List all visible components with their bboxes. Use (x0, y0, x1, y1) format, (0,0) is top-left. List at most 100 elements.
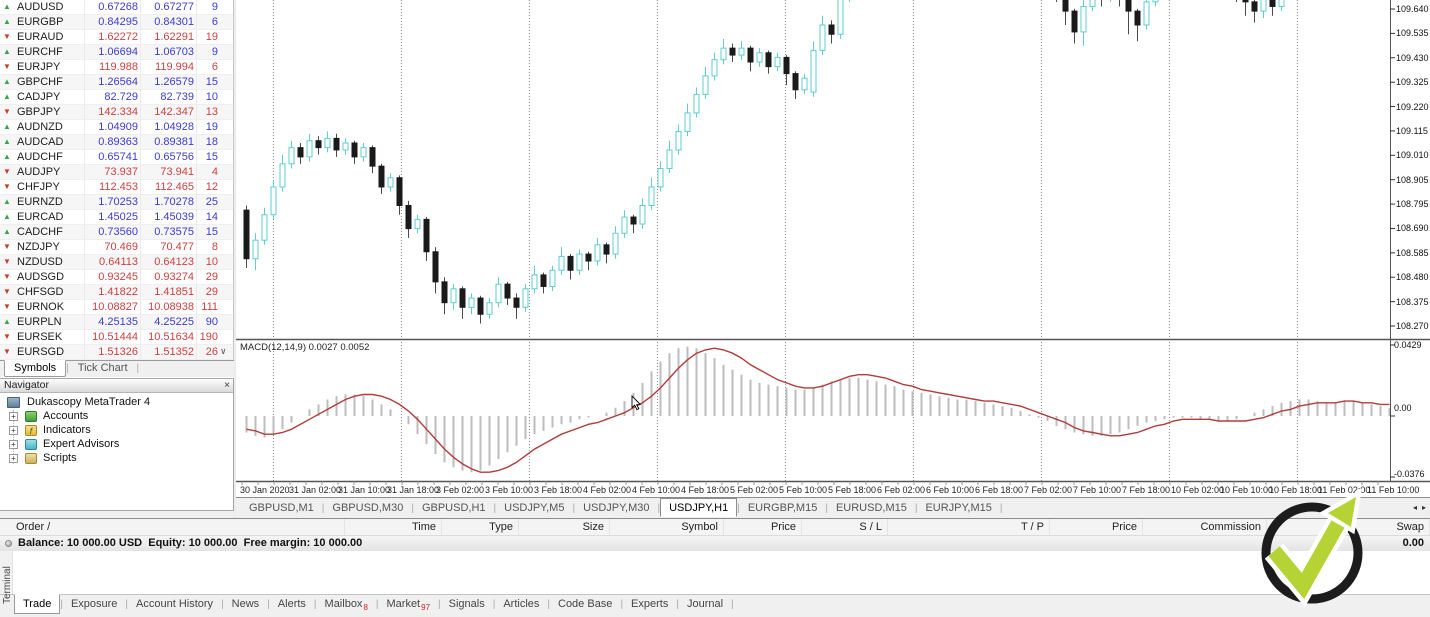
terminal-column-header[interactable]: Order / (0, 519, 345, 535)
chevron-down-icon[interactable]: ∨ (220, 346, 227, 356)
terminal-column-header[interactable]: Time (345, 519, 442, 535)
chart-tab-eurjpy-m15[interactable]: EURJPY,M15 (925, 502, 992, 514)
spread-value: 13 (205, 106, 218, 118)
ask-value: 0.73575 (154, 226, 194, 238)
price-axis-label: 108.270 (1396, 321, 1429, 331)
expand-plus-icon[interactable]: + (9, 426, 18, 435)
terminal-tab-journal[interactable]: Journal (686, 598, 724, 610)
market-watch-row[interactable]: ▲ EURCAD 1.45025 1.45039 14 (0, 210, 233, 225)
market-watch-row[interactable]: ▲ GBPCHF 1.26564 1.26579 15 (0, 75, 233, 90)
bid-value: 73.937 (104, 166, 138, 178)
time-axis-label: 7 Feb 02:00 (1024, 485, 1073, 495)
spread-value: 15 (205, 151, 218, 163)
terminal-column-header[interactable]: Commission (1143, 519, 1267, 535)
market-watch-row[interactable]: ▼ EURAUD 1.62272 1.62291 19 (0, 30, 233, 45)
chart-tab-eurusd-m15[interactable]: EURUSD,M15 (835, 502, 907, 514)
terminal-column-header[interactable]: Size (519, 519, 610, 535)
chart-tab-eurgbp-m15[interactable]: EURGBP,M15 (747, 502, 818, 514)
navigator-item-expert-advisors[interactable]: + Expert Advisors (0, 438, 233, 452)
scroll-left-icon[interactable]: ◂ (1412, 503, 1417, 512)
expand-plus-icon[interactable]: + (9, 412, 18, 421)
terminal-tab-mailbox[interactable]: Mailbox8 (324, 598, 368, 613)
market-watch-row[interactable]: ▲ CADJPY 82.729 82.739 10 (0, 90, 233, 105)
ask-value: 1.62291 (154, 31, 194, 43)
terminal-tab-account-history[interactable]: Account History (136, 598, 214, 610)
chart-tab-usdjpy-m30[interactable]: USDJPY,M30 (583, 502, 650, 514)
market-watch-row[interactable]: ▲ EURGBP 0.84295 0.84301 6 (0, 15, 233, 30)
terminal-column-header[interactable]: Price (724, 519, 802, 535)
navigator-item-scripts[interactable]: + Scripts (0, 452, 233, 466)
expand-plus-icon[interactable]: + (9, 454, 18, 463)
terminal-column-header[interactable]: S / L (802, 519, 888, 535)
bid-value: 142.334 (98, 106, 138, 118)
price-chart-canvas[interactable] (236, 0, 1430, 497)
ask-value: 1.41851 (154, 286, 194, 298)
chart-tab-gbpusd-h1[interactable]: GBPUSD,H1 (421, 502, 486, 514)
chart-tab-gbpusd-m30[interactable]: GBPUSD,M30 (332, 502, 404, 514)
arrow-up-icon: ▲ (3, 137, 11, 146)
terminal-tab-experts[interactable]: Experts (631, 598, 669, 610)
market-watch-row[interactable]: ▲ EURCHF 1.06694 1.06703 9 (0, 45, 233, 60)
market-watch-tab-symbols[interactable]: Symbols (4, 360, 67, 377)
market-watch-row[interactable]: ▲ EURNZD 1.70253 1.70278 25 (0, 195, 233, 210)
market-watch-row[interactable]: ▼ EURJPY 119.988 119.994 6 (0, 60, 233, 75)
market-watch-row[interactable]: ▼ CHFSGD 1.41822 1.41851 29 (0, 285, 233, 300)
macd-axis-max: 0.0429 (1394, 340, 1422, 350)
time-axis-label: 31 Jan 18:00 (387, 485, 440, 495)
navigator-item-indicators[interactable]: + f Indicators (0, 424, 233, 438)
tab-separator: | (825, 503, 828, 514)
time-axis-label: 31 Jan 10:00 (338, 485, 391, 495)
ask-value: 73.941 (160, 166, 194, 178)
market-watch-row[interactable]: ▼ CHFJPY 112.453 112.465 12 (0, 180, 233, 195)
chart-tab-gbpusd-m1[interactable]: GBPUSD,M1 (249, 502, 314, 514)
market-watch-row[interactable]: ▲ CADCHF 0.73560 0.73575 15 (0, 225, 233, 240)
terminal-tab-articles[interactable]: Articles (503, 598, 540, 610)
terminal-tab-news[interactable]: News (231, 598, 260, 610)
market-watch-row[interactable]: ▲ AUDCHF 0.65741 0.65756 15 (0, 150, 233, 165)
spread-value: 29 (205, 286, 218, 298)
terminal-tab-trade[interactable]: Trade (14, 594, 61, 614)
market-watch-row[interactable]: ▲ AUDNZD 1.04909 1.04928 19 (0, 120, 233, 135)
market-watch-row[interactable]: ▼ NZDJPY 70.469 70.477 8 (0, 240, 233, 255)
terminal-column-header[interactable]: Type (442, 519, 519, 535)
chart-tab-usdjpy-h1[interactable]: USDJPY,H1 (660, 498, 738, 517)
terminal-tab-alerts[interactable]: Alerts (277, 598, 306, 610)
spread-value: 19 (205, 31, 218, 43)
navigator-item-accounts[interactable]: + Accounts (0, 410, 233, 424)
market-watch-row[interactable]: ▼ GBPJPY 142.334 142.347 13 (0, 105, 233, 120)
scroll-right-icon[interactable]: ▸ (1421, 503, 1426, 512)
spread-value: 15 (205, 76, 218, 88)
chart-tab-usdjpy-m5[interactable]: USDJPY,M5 (504, 502, 565, 514)
tab-separator: | (375, 599, 379, 610)
symbol-name: CADCHF (17, 226, 63, 238)
terminal-tab-code-base[interactable]: Code Base (558, 598, 613, 610)
market-watch-row[interactable]: ▲ AUDCAD 0.89363 0.89381 18 (0, 135, 233, 150)
terminal-column-header[interactable]: Swap (1267, 519, 1430, 535)
terminal-tab-exposure[interactable]: Exposure (70, 598, 118, 610)
expand-plus-icon[interactable]: + (9, 440, 18, 449)
terminal-column-header[interactable]: Symbol (610, 519, 724, 535)
price-axis-label: 108.905 (1396, 174, 1429, 185)
tab-separator: | (737, 503, 740, 514)
market-watch-row[interactable]: ▲ AUDUSD 0.67268 0.67277 9 (0, 0, 233, 15)
market-watch-row[interactable]: ▼ NZDUSD 0.64113 0.64123 10 (0, 255, 233, 270)
terminal-column-header[interactable]: T / P (888, 519, 1050, 535)
market-watch-row[interactable]: ▼ AUDSGD 0.93245 0.93274 29 (0, 270, 233, 285)
close-icon[interactable]: × (224, 380, 230, 391)
chart-region: MACD(12,14,9) 0.0027 0.0052 0.0429 0.00 … (236, 0, 1430, 497)
bid-value: 70.469 (104, 241, 138, 253)
market-watch-tab-tick-chart[interactable]: Tick Chart (77, 362, 128, 374)
market-watch-row[interactable]: ▼ EURNOK 10.08827 10.08938 111 (0, 300, 233, 315)
market-watch-row[interactable]: ▼ AUDJPY 73.937 73.941 4 (0, 165, 233, 180)
navigator-root-item[interactable]: Dukascopy MetaTrader 4 (0, 396, 233, 410)
terminal-column-header[interactable]: Price (1050, 519, 1143, 535)
market-watch-row[interactable]: ▲ EURPLN 4.25135 4.25225 90 (0, 315, 233, 330)
terminal-tab-market[interactable]: Market97 (386, 598, 431, 613)
market-watch-row[interactable]: ▼ EURSEK 10.51444 10.51634 190 (0, 330, 233, 345)
terminal-tab-signals[interactable]: Signals (448, 598, 485, 610)
tab-separator: | (731, 599, 734, 610)
tree-guide-line (13, 410, 14, 464)
time-axis-label: 10 Feb 10:00 (1220, 485, 1274, 495)
symbol-name: EURPLN (17, 316, 62, 328)
market-watch-row[interactable]: ▼ EURSGD 1.51326 1.51352 26 (0, 345, 233, 360)
